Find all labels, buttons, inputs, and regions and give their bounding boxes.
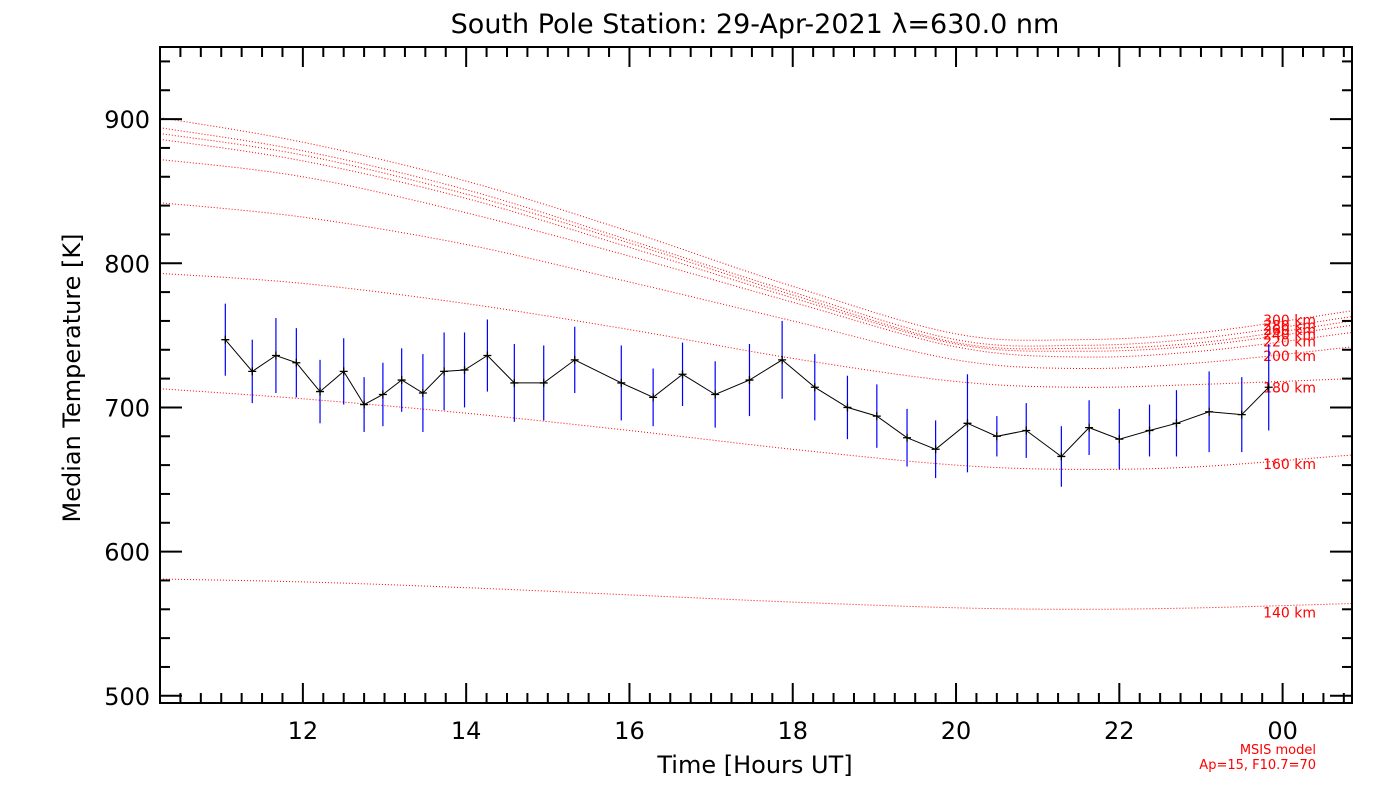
data-point xyxy=(872,412,881,421)
data-point xyxy=(843,403,852,412)
data-point xyxy=(903,433,912,442)
y-tick-label: 900 xyxy=(104,106,150,134)
data-point xyxy=(440,367,449,376)
model-curve-140-km xyxy=(159,578,1353,610)
data-point xyxy=(1145,426,1154,435)
observed-line xyxy=(224,339,1270,458)
model-label-180-km: 180 km xyxy=(1263,381,1316,397)
plot-frame xyxy=(159,46,1353,704)
model-label-260-km: 260 km xyxy=(1263,323,1316,339)
data-point xyxy=(292,358,301,367)
data-point xyxy=(1264,383,1273,392)
data-point xyxy=(649,393,658,402)
x-tick-label: 12 xyxy=(288,717,319,745)
y-tick-label: 500 xyxy=(104,683,150,711)
data-point xyxy=(397,376,406,385)
model-curve-220-km xyxy=(159,159,1353,358)
data-point xyxy=(1237,410,1246,419)
data-point xyxy=(483,351,492,360)
y-axis-label: Median Temperature [K] xyxy=(58,233,86,522)
model-label-line1: MSIS model xyxy=(1240,743,1316,758)
data-point xyxy=(617,378,626,387)
data-point xyxy=(510,378,519,387)
axes: 500 600 700 800 900 12 14 16 18 20 22 00 xyxy=(104,46,1353,745)
data-point xyxy=(570,355,579,364)
model-label-140-km: 140 km xyxy=(1263,606,1316,622)
model-curve-200-km xyxy=(159,202,1353,370)
data-point xyxy=(1057,452,1066,461)
data-point xyxy=(963,419,972,428)
data-point xyxy=(1022,426,1031,435)
data-point xyxy=(678,370,687,379)
data-point xyxy=(1115,435,1124,444)
data-point xyxy=(711,390,720,399)
data-point xyxy=(1172,419,1181,428)
y-tick-label: 800 xyxy=(104,250,150,278)
model-label-240-km: 240 km xyxy=(1263,327,1316,343)
data-point xyxy=(992,432,1001,441)
y-tick-label: 600 xyxy=(104,539,150,567)
data-point xyxy=(418,389,427,398)
data-point xyxy=(339,367,348,376)
observed-series xyxy=(221,335,1273,461)
data-point xyxy=(1205,407,1214,416)
data-point xyxy=(360,400,369,409)
y-tick-label: 700 xyxy=(104,394,150,422)
model-label-200-km: 200 km xyxy=(1263,349,1316,365)
chart-title: South Pole Station: 29-Apr-2021 λ=630.0 … xyxy=(451,9,1060,40)
data-point xyxy=(931,445,940,454)
data-point xyxy=(539,378,548,387)
data-point xyxy=(221,335,230,344)
model-label-300-km: 300 km xyxy=(1263,313,1316,329)
model-curve-240-km xyxy=(159,138,1353,352)
model-label-220-km: 220 km xyxy=(1263,335,1316,351)
x-axis-label: Time [Hours UT] xyxy=(656,751,852,779)
x-tick-label: 22 xyxy=(1104,717,1135,745)
data-point xyxy=(810,383,819,392)
model-curve-260-km xyxy=(159,133,1353,350)
x-tick-label: 00 xyxy=(1267,717,1298,745)
model-curve-160-km xyxy=(159,388,1353,470)
data-point xyxy=(460,365,469,374)
model-curve-280-km xyxy=(159,127,1353,347)
x-tick-label: 20 xyxy=(941,717,972,745)
model-curve-180-km xyxy=(159,272,1353,388)
data-point xyxy=(378,390,387,399)
model-label-line2: Ap=15, F10.7=70 xyxy=(1199,758,1316,773)
model-curve-300-km xyxy=(159,117,1353,341)
data-point xyxy=(271,351,280,360)
data-point xyxy=(316,387,325,396)
data-point xyxy=(778,355,787,364)
data-point xyxy=(745,376,754,385)
model-label-280-km: 280 km xyxy=(1263,319,1316,335)
x-tick-label: 16 xyxy=(614,717,645,745)
model-label-160-km: 160 km xyxy=(1263,457,1316,473)
data-point xyxy=(248,367,257,376)
x-tick-label: 14 xyxy=(451,717,482,745)
x-tick-label: 18 xyxy=(777,717,808,745)
data-point xyxy=(1085,423,1094,432)
